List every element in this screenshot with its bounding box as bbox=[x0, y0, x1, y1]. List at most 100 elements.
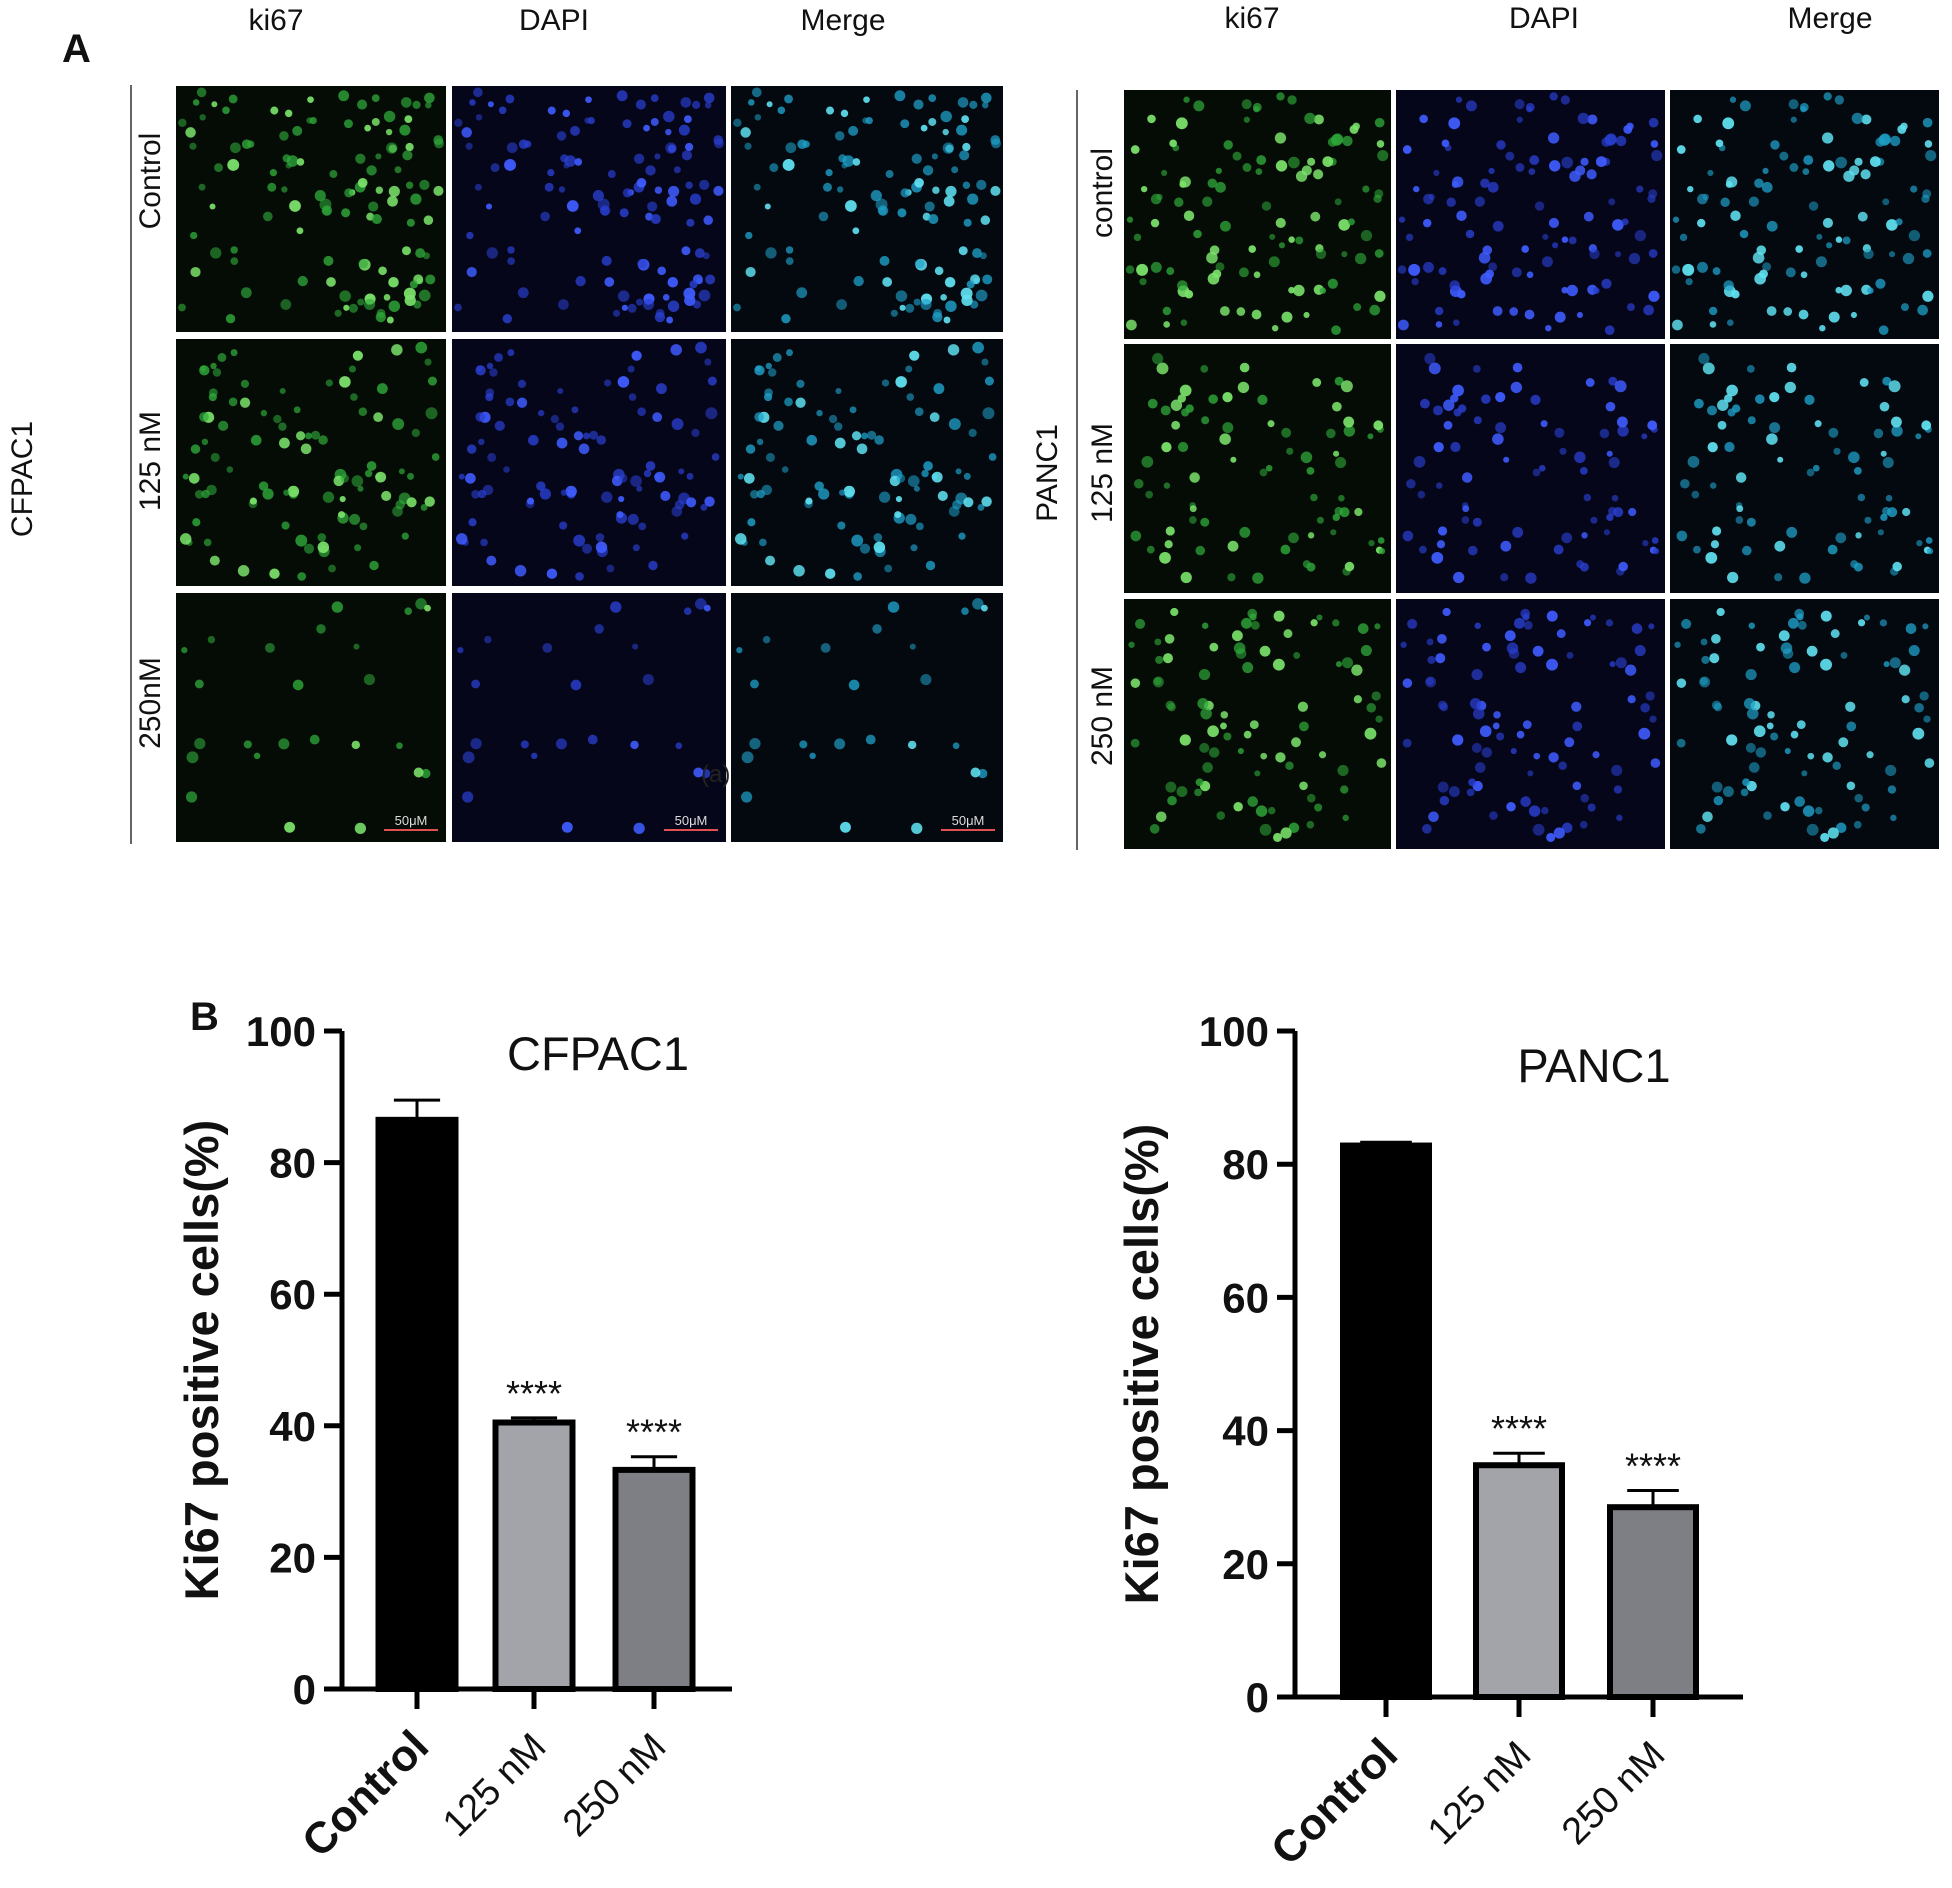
cell bbox=[1201, 416, 1210, 425]
cell bbox=[736, 647, 743, 654]
cell bbox=[632, 544, 640, 552]
cell bbox=[1883, 661, 1890, 668]
cell bbox=[1516, 730, 1525, 739]
cell bbox=[1796, 613, 1804, 621]
cell bbox=[1590, 516, 1598, 524]
cell bbox=[1276, 92, 1285, 101]
cell bbox=[1799, 572, 1811, 584]
row-label: 125 nM bbox=[134, 411, 167, 511]
cell bbox=[1125, 265, 1135, 274]
cell bbox=[348, 303, 358, 313]
cell bbox=[461, 127, 472, 138]
cell bbox=[1251, 309, 1262, 320]
cell bbox=[366, 461, 377, 471]
cell bbox=[1885, 764, 1897, 777]
cell bbox=[1243, 730, 1252, 739]
cell bbox=[1589, 248, 1600, 260]
cell bbox=[592, 190, 605, 202]
cell bbox=[1428, 811, 1439, 823]
cell bbox=[1886, 219, 1898, 231]
cell bbox=[1575, 165, 1586, 176]
cell bbox=[705, 407, 718, 420]
cell bbox=[1241, 617, 1252, 629]
cell bbox=[1514, 99, 1525, 110]
cell bbox=[645, 165, 656, 176]
cell bbox=[584, 117, 591, 124]
cell bbox=[1922, 623, 1929, 630]
cell bbox=[1546, 658, 1559, 671]
cell bbox=[1613, 785, 1623, 794]
cell bbox=[210, 247, 222, 259]
cell bbox=[1242, 662, 1254, 674]
cell bbox=[966, 280, 975, 289]
cell bbox=[945, 185, 957, 198]
cell bbox=[979, 252, 987, 260]
cell bbox=[657, 266, 667, 276]
cell bbox=[897, 208, 907, 218]
cell bbox=[628, 393, 637, 401]
cell bbox=[418, 289, 431, 302]
cell bbox=[1606, 450, 1613, 457]
cell bbox=[978, 768, 988, 779]
cell bbox=[704, 358, 712, 366]
significance: **** bbox=[506, 1373, 562, 1414]
cell bbox=[1267, 420, 1275, 428]
cell bbox=[1579, 466, 1588, 475]
cell bbox=[816, 409, 823, 417]
cell bbox=[1141, 455, 1154, 468]
cell bbox=[1291, 737, 1301, 748]
bar bbox=[612, 1466, 696, 1692]
cell bbox=[928, 117, 937, 126]
cell bbox=[1171, 420, 1181, 430]
cell bbox=[1236, 307, 1246, 316]
cell bbox=[1341, 657, 1354, 669]
cell bbox=[737, 473, 744, 480]
cell bbox=[1848, 451, 1860, 464]
cell bbox=[1280, 544, 1291, 555]
cell bbox=[1605, 401, 1616, 412]
cell bbox=[575, 572, 584, 581]
cell bbox=[1851, 112, 1864, 125]
cell bbox=[1474, 622, 1482, 630]
cell bbox=[228, 397, 238, 407]
cell bbox=[1707, 405, 1717, 416]
cell bbox=[585, 96, 592, 103]
cell bbox=[1237, 381, 1250, 394]
cell bbox=[958, 532, 966, 540]
cell bbox=[465, 142, 473, 150]
cell bbox=[972, 248, 982, 259]
cell bbox=[208, 392, 217, 402]
cell bbox=[570, 125, 581, 136]
cell bbox=[1648, 249, 1658, 258]
cell bbox=[1780, 802, 1790, 812]
cell bbox=[890, 309, 898, 317]
cell bbox=[1364, 727, 1377, 740]
x-tick-label: Control bbox=[293, 1721, 438, 1866]
cell bbox=[1239, 526, 1251, 538]
cell bbox=[782, 158, 795, 171]
cell bbox=[556, 437, 568, 449]
cell bbox=[1736, 505, 1744, 513]
cell bbox=[399, 124, 411, 136]
cell bbox=[647, 201, 658, 212]
cell bbox=[404, 607, 413, 615]
cell bbox=[482, 484, 494, 496]
cell bbox=[654, 186, 663, 194]
cell bbox=[1574, 451, 1586, 464]
cell bbox=[1628, 252, 1641, 265]
cell bbox=[1762, 262, 1772, 272]
cell bbox=[1164, 633, 1175, 644]
cell bbox=[1237, 748, 1244, 755]
micrograph bbox=[176, 86, 446, 332]
cell bbox=[642, 298, 655, 311]
cell bbox=[848, 679, 860, 691]
cell bbox=[1802, 805, 1815, 817]
cell bbox=[1902, 507, 1911, 517]
cell bbox=[875, 198, 888, 211]
cell bbox=[1867, 287, 1874, 294]
cell bbox=[923, 461, 933, 471]
y-tick-label: 60 bbox=[269, 1271, 316, 1318]
cell bbox=[1553, 544, 1564, 555]
cell bbox=[633, 822, 645, 835]
cell bbox=[761, 484, 773, 496]
